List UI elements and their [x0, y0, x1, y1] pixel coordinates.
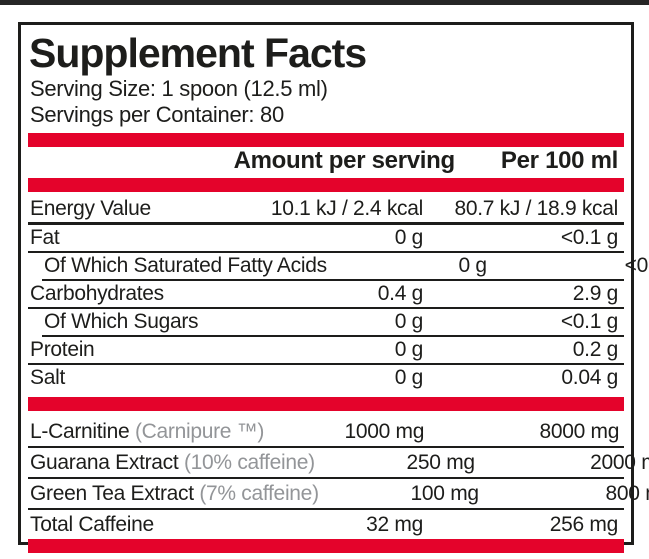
- nutrient-name: Carbohydrates: [30, 282, 164, 305]
- nutrient-per-serving: 0 g: [394, 226, 424, 249]
- nutrient-name: Of Which Sugars: [44, 310, 199, 333]
- red-separator-bar-1: [28, 133, 624, 147]
- row-divider: [28, 222, 624, 225]
- red-separator-bar-4: [28, 539, 624, 553]
- nutrient-per-100ml: <0.1 g: [560, 226, 618, 249]
- table-row-sugars: Of Which Sugars 0 g <0.1 g: [27, 309, 625, 335]
- row-divider: [28, 477, 624, 479]
- ingredient-name: L-Carnitine: [30, 419, 130, 443]
- column-header-amount-per-serving: Amount per serving: [233, 147, 456, 174]
- ingredient-per-serving: 32 mg: [366, 512, 423, 536]
- supplement-facts-panel: Supplement Facts Serving Size: 1 spoon (…: [18, 22, 649, 553]
- nutrient-table: Energy Value 10.1 kJ / 2.4 kcal 80.7 kJ …: [27, 196, 649, 391]
- nutrient-per-serving: 0.4 g: [377, 282, 424, 305]
- row-divider: [28, 307, 624, 309]
- ingredient-per-100ml: 800 mg: [605, 481, 649, 505]
- row-divider: [28, 446, 624, 448]
- red-separator-bar-3: [28, 397, 624, 411]
- table-row-l-carnitine: L-Carnitine (Carnipure ™) 1000 mg 8000 m…: [27, 417, 625, 446]
- table-row-green-tea-extract: Green Tea Extract (7% caffeine) 100 mg 8…: [27, 479, 649, 508]
- nutrient-per-serving: 0 g: [458, 254, 488, 277]
- nutrient-per-serving: 0 g: [394, 338, 424, 361]
- table-row-total-caffeine: Total Caffeine 32 mg 256 mg: [27, 510, 625, 539]
- table-row-salt: Salt 0 g 0.04 g: [27, 365, 625, 391]
- nutrient-name: Salt: [30, 366, 65, 389]
- table-row-energy-value: Energy Value 10.1 kJ / 2.4 kcal 80.7 kJ …: [27, 196, 625, 222]
- servings-per-container-text: Servings per Container: 80: [30, 102, 284, 127]
- nutrient-per-100ml: 0.2 g: [572, 338, 619, 361]
- ingredient-table: L-Carnitine (Carnipure ™) 1000 mg 8000 m…: [27, 417, 649, 539]
- ingredient-name: Guarana Extract: [30, 450, 179, 474]
- ingredient-name: Total Caffeine: [30, 512, 154, 536]
- row-divider-indented: [42, 335, 624, 337]
- row-divider: [28, 363, 624, 365]
- nutrient-name: Protein: [30, 338, 95, 361]
- nutrient-per-100ml: <0.1 g: [624, 254, 649, 277]
- nutrient-per-100ml: 80.7 kJ / 18.9 kcal: [454, 197, 618, 220]
- red-separator-bar-2: [28, 178, 624, 192]
- table-row-protein: Protein 0 g 0.2 g: [27, 337, 625, 363]
- row-divider-indented: [42, 279, 624, 281]
- serving-size-text: Serving Size: 1 spoon (12.5 ml): [30, 76, 328, 101]
- column-header-row: Amount per serving Per 100 ml: [27, 147, 625, 175]
- table-row-carbohydrates: Carbohydrates 0.4 g 2.9 g: [27, 281, 625, 307]
- nutrient-per-100ml: 0.04 g: [561, 366, 618, 389]
- nutrient-per-serving: 0 g: [394, 310, 424, 333]
- nutrient-name: Of Which Saturated Fatty Acids: [44, 254, 327, 277]
- nutrient-name: Fat: [30, 226, 60, 249]
- ingredient-note: (10% caffeine): [183, 450, 315, 474]
- ingredient-per-100ml: 256 mg: [549, 512, 619, 536]
- nutrient-per-100ml: <0.1 g: [560, 310, 618, 333]
- nutrient-per-serving: 0 g: [394, 366, 424, 389]
- row-divider: [28, 508, 624, 510]
- table-row-fat: Fat 0 g <0.1 g: [27, 225, 625, 251]
- ingredient-per-serving: 100 mg: [410, 481, 480, 505]
- ingredient-note: (7% caffeine): [199, 481, 319, 505]
- ingredient-per-serving: 1000 mg: [344, 419, 425, 443]
- panel-title: Supplement Facts: [29, 30, 367, 76]
- row-divider: [28, 251, 624, 253]
- nutrient-name: Energy Value: [30, 197, 151, 220]
- ingredient-per-100ml: 8000 mg: [539, 419, 620, 443]
- ingredient-per-100ml: 2000 mg: [590, 450, 649, 474]
- ingredient-note: (Carnipure ™): [134, 419, 265, 443]
- top-divider-bar: [0, 0, 649, 5]
- ingredient-per-serving: 250 mg: [406, 450, 476, 474]
- nutrient-per-100ml: 2.9 g: [572, 282, 619, 305]
- column-header-per-100ml: Per 100 ml: [500, 147, 618, 174]
- nutrient-per-serving: 10.1 kJ / 2.4 kcal: [270, 197, 423, 220]
- ingredient-name: Green Tea Extract: [30, 481, 194, 505]
- table-row-guarana-extract: Guarana Extract (10% caffeine) 250 mg 20…: [27, 448, 649, 477]
- table-row-saturated-fatty-acids: Of Which Saturated Fatty Acids 0 g <0.1 …: [27, 253, 649, 279]
